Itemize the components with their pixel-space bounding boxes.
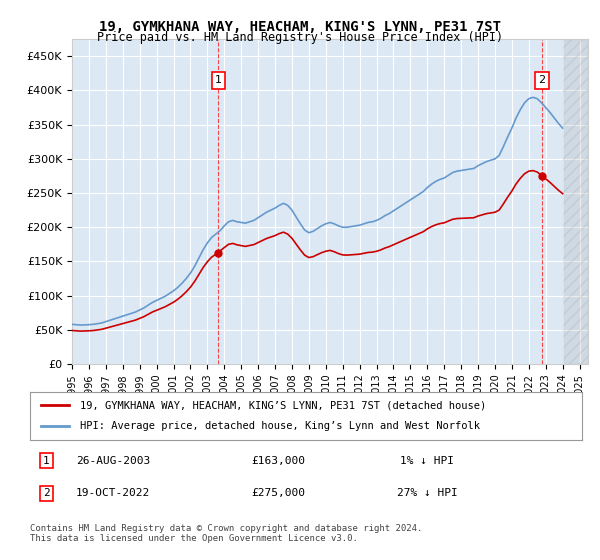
Text: £275,000: £275,000 [251, 488, 305, 498]
Text: 2: 2 [539, 75, 546, 85]
Text: 26-AUG-2003: 26-AUG-2003 [76, 456, 150, 465]
Text: Price paid vs. HM Land Registry's House Price Index (HPI): Price paid vs. HM Land Registry's House … [97, 31, 503, 44]
Text: 27% ↓ HPI: 27% ↓ HPI [397, 488, 458, 498]
Text: 1% ↓ HPI: 1% ↓ HPI [400, 456, 454, 465]
Text: Contains HM Land Registry data © Crown copyright and database right 2024.
This d: Contains HM Land Registry data © Crown c… [30, 524, 422, 543]
Text: 19, GYMKHANA WAY, HEACHAM, KING'S LYNN, PE31 7ST: 19, GYMKHANA WAY, HEACHAM, KING'S LYNN, … [99, 20, 501, 34]
Text: 1: 1 [43, 456, 50, 465]
Text: 2: 2 [43, 488, 50, 498]
Text: 19, GYMKHANA WAY, HEACHAM, KING’S LYNN, PE31 7ST (detached house): 19, GYMKHANA WAY, HEACHAM, KING’S LYNN, … [80, 400, 486, 410]
Bar [563, 39, 588, 364]
Text: £163,000: £163,000 [251, 456, 305, 465]
Text: HPI: Average price, detached house, King’s Lynn and West Norfolk: HPI: Average price, detached house, King… [80, 421, 479, 431]
Text: 19-OCT-2022: 19-OCT-2022 [76, 488, 150, 498]
Text: 1: 1 [215, 75, 222, 85]
